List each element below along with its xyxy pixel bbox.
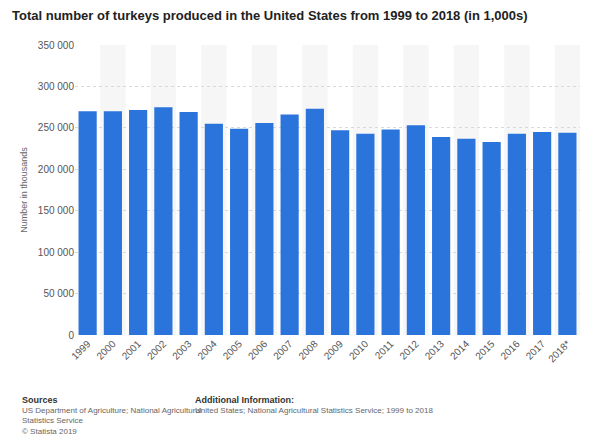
svg-text:2005: 2005 <box>221 338 245 362</box>
svg-text:100 000: 100 000 <box>38 247 75 258</box>
svg-text:2004: 2004 <box>195 338 219 362</box>
svg-text:2015: 2015 <box>473 338 497 362</box>
svg-text:2007: 2007 <box>271 338 295 362</box>
svg-text:2012: 2012 <box>397 338 421 362</box>
svg-text:US Department of Agriculture;: US Department of Agriculture; National A… <box>22 406 202 436</box>
svg-text:Number in thousands: Number in thousands <box>19 147 29 233</box>
svg-text:Sources: Sources <box>22 395 58 405</box>
svg-text:2002: 2002 <box>145 338 169 362</box>
svg-text:2010: 2010 <box>347 338 371 362</box>
svg-text:United States; National Agricu: United States; National Agricultural Sta… <box>195 406 433 415</box>
svg-text:2014: 2014 <box>448 338 472 362</box>
svg-text:2008: 2008 <box>296 338 320 362</box>
svg-text:1999: 1999 <box>69 338 93 362</box>
svg-text:300 000: 300 000 <box>38 81 75 92</box>
svg-text:2013: 2013 <box>423 338 447 362</box>
svg-text:2003: 2003 <box>170 338 194 362</box>
svg-text:250 000: 250 000 <box>38 122 75 133</box>
svg-text:2009: 2009 <box>322 338 346 362</box>
svg-text:2016: 2016 <box>498 338 522 362</box>
svg-text:350 000: 350 000 <box>38 40 75 51</box>
svg-text:0: 0 <box>68 330 74 341</box>
svg-text:50 000: 50 000 <box>43 288 74 299</box>
svg-text:2001: 2001 <box>120 338 144 362</box>
svg-text:2017: 2017 <box>524 338 548 362</box>
svg-text:Additional Information:: Additional Information: <box>195 395 294 405</box>
svg-text:2000: 2000 <box>94 338 118 362</box>
svg-text:2011: 2011 <box>373 338 396 361</box>
svg-text:2006: 2006 <box>246 338 270 362</box>
svg-text:2018*: 2018* <box>546 338 572 364</box>
svg-text:150 000: 150 000 <box>38 205 75 216</box>
svg-text:Total number of turkeys produc: Total number of turkeys produced in the … <box>12 8 528 23</box>
svg-text:200 000: 200 000 <box>38 164 75 175</box>
